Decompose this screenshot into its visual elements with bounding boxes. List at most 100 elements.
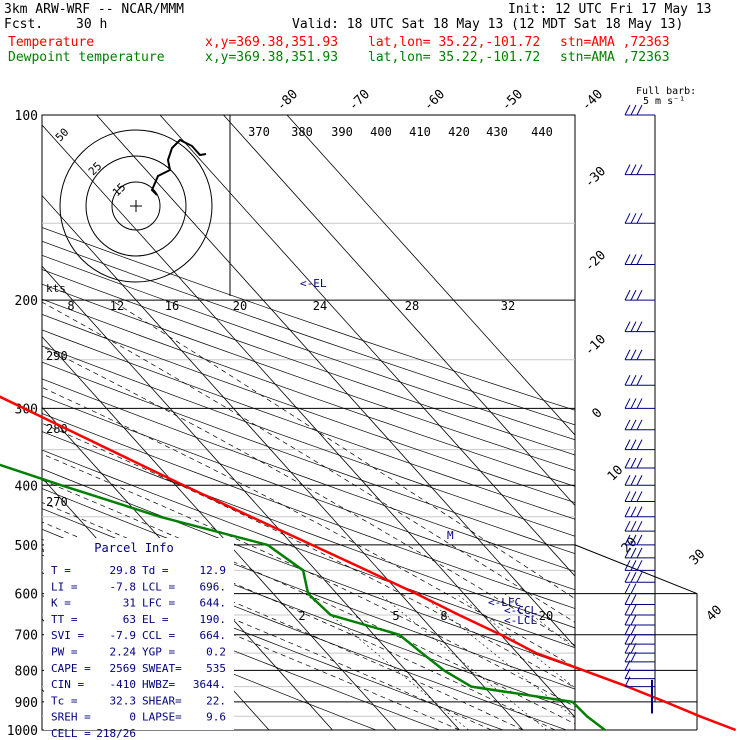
wind-barb	[624, 289, 655, 301]
lcl-annotation: <-LCL	[504, 614, 537, 627]
theta-label: 430	[486, 125, 508, 139]
wind-barb-feather	[636, 398, 643, 409]
wind-barb	[624, 676, 655, 688]
theta-label: 420	[448, 125, 470, 139]
wind-barb-feather	[630, 289, 637, 301]
isotherm-label: -60	[421, 87, 448, 114]
isotherm-label: 40	[704, 603, 726, 625]
dry-adiabat	[42, 240, 575, 426]
isotherm-label: 0	[589, 405, 605, 421]
temperature-latlon: lat,lon= 35.22,-101.72	[368, 35, 541, 50]
sounding-series	[0, 395, 737, 732]
wind-barb	[624, 571, 655, 583]
wind-barb-feather	[630, 321, 637, 332]
wind-barb-feather	[624, 164, 631, 175]
parcel-info-key: TT =	[51, 613, 78, 626]
parcel-info-value: 535	[206, 662, 226, 675]
theta-label: 440	[531, 125, 553, 139]
wind-barb-feather	[636, 560, 643, 571]
dry-adiabat	[42, 395, 575, 591]
wind-barb-feather	[630, 614, 637, 626]
wind-barb-feather	[636, 457, 643, 469]
parcel-info-key: PW =	[51, 646, 78, 659]
dry-adiabat	[42, 269, 575, 456]
theta-label: 270	[46, 495, 68, 509]
dry-adiabat	[42, 254, 575, 441]
wind-barb-feather	[624, 633, 631, 645]
parcel-info-key: CCL =	[142, 629, 175, 642]
pressure-label: 400	[15, 479, 38, 494]
wind-barb	[624, 624, 655, 636]
parcel-info-background	[44, 538, 234, 730]
wind-barb	[624, 614, 655, 626]
isotherm-line	[223, 115, 575, 507]
wind-barb	[624, 398, 655, 409]
wind-barb-feather	[630, 374, 637, 386]
wind-barb-feather	[630, 349, 637, 360]
wind-barb-feather	[630, 534, 637, 546]
wind-barb-feather	[636, 164, 643, 175]
parcel-info-key: SREH =	[51, 711, 91, 724]
mixing-ratio-label: 5	[392, 609, 399, 623]
dry-adiabat	[42, 313, 575, 504]
wind-barb-feather	[636, 439, 643, 450]
hodograph-speed-label: 28	[405, 299, 419, 313]
dewpoint-xy: x,y=369.38,351.93	[205, 50, 339, 65]
wind-barb-feather	[630, 624, 637, 635]
wind-barb	[624, 583, 655, 595]
wind-barb-feather	[636, 506, 643, 517]
wind-barb-feather	[624, 547, 631, 559]
theta-label: 400	[370, 125, 392, 139]
temperature-station: stn=AMA ,72363	[560, 35, 670, 50]
ccl-annotation: <-CCL	[504, 604, 537, 617]
wind-barb-feather	[624, 660, 631, 671]
parcel-info-value: 12.9	[200, 564, 227, 577]
parcel-info-value: 0	[129, 711, 136, 724]
parcel-info-key: CELL =	[51, 727, 91, 740]
parcel-info-panel: Parcel Info T = 29.8 Td = 12.9 LI = -7.8 LCL = 6…	[44, 538, 234, 740]
wind-barbs: Full barb:5 m s⁻¹	[624, 86, 696, 714]
wind-barb	[624, 213, 655, 224]
full-barb-value: 5 m s⁻¹	[643, 96, 685, 107]
parcel-info-key: CAPE =	[51, 662, 91, 675]
wind-barb-feather	[636, 213, 643, 224]
wind-barb-feather	[624, 374, 631, 386]
wind-barb-feather	[624, 457, 631, 469]
isotherm-label: 20	[619, 535, 641, 557]
parcel-info-key: LCL =	[142, 580, 175, 593]
wind-barb-feather	[630, 571, 637, 583]
isotherm-label: 10	[605, 463, 627, 485]
wind-barb	[624, 457, 655, 469]
wind-barb-feather	[630, 398, 637, 409]
parcel-info-value: -7.9	[110, 629, 137, 642]
wind-barb-feather	[630, 547, 637, 559]
wind-barb-feather	[630, 520, 637, 532]
wind-barb	[624, 547, 655, 559]
parcel-info-key: LAPSE=	[142, 711, 182, 724]
forecast-label: Fcst.	[4, 17, 44, 32]
wind-barb-feather	[630, 491, 637, 502]
wind-barb-feather	[624, 349, 631, 360]
lfc-annotation: <-LFC	[488, 596, 521, 609]
wind-barb	[624, 560, 655, 571]
parcel-info-value: 696.	[200, 580, 227, 593]
pressure-label: 500	[15, 539, 38, 554]
isotherm-label: -70	[346, 87, 373, 114]
moist-adiabat	[42, 521, 524, 730]
wind-barb-feather	[624, 475, 631, 486]
model-title: 3km ARW-WRF -- NCAR/MMM	[4, 2, 185, 17]
wind-barb	[624, 164, 655, 176]
parcel-info-value: 644.	[200, 597, 227, 610]
temperature-xy: x,y=369.38,351.93	[205, 35, 339, 50]
dry-adiabat	[42, 595, 377, 730]
dry-adiabat	[42, 345, 575, 537]
wind-barb-feather	[636, 321, 643, 332]
parcel-info-value: 2569	[110, 662, 137, 675]
hodograph-ring-label: 25	[86, 160, 105, 179]
hodograph-ring-label: 15	[110, 181, 129, 200]
wind-barb-feather	[630, 506, 637, 517]
wind-barb-feather	[636, 491, 643, 502]
dry-adiabat	[42, 361, 575, 555]
wind-barb-feather	[630, 604, 637, 616]
m-annotation: M	[447, 529, 454, 542]
